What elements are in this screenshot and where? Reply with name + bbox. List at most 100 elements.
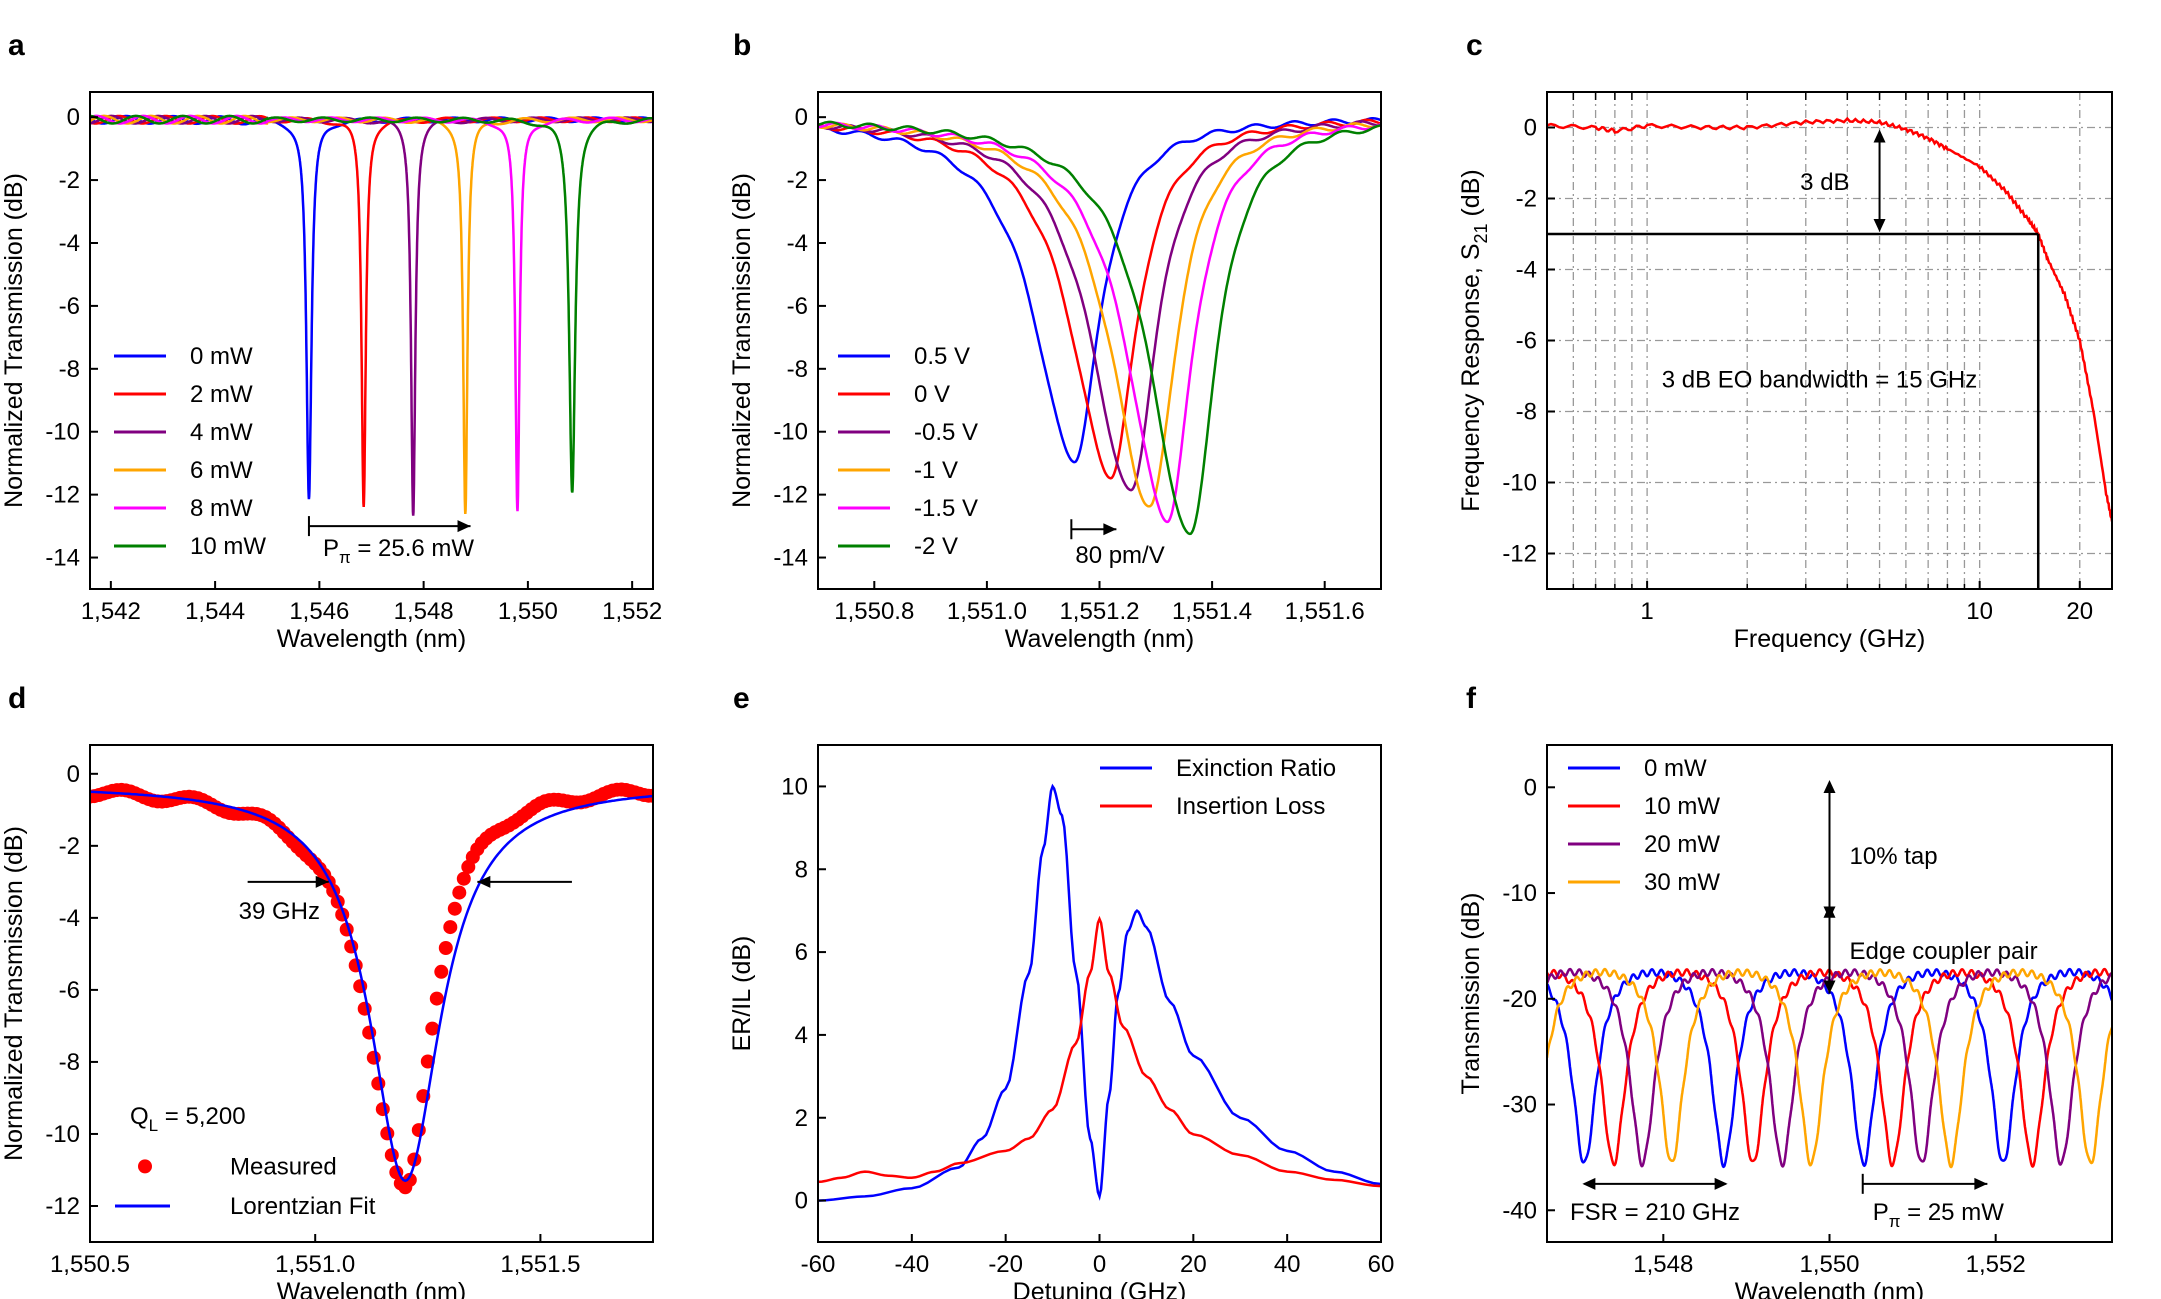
legend-label: 6 mW — [190, 457, 253, 484]
series-group — [1547, 967, 2112, 1169]
x-axis-label: Wavelength (nm) — [1005, 625, 1194, 653]
y-tick-label: -8 — [59, 1049, 80, 1076]
series-line--1.5-V — [818, 121, 1381, 524]
arrowhead — [1873, 219, 1886, 232]
y-tick-label: -2 — [59, 167, 80, 194]
text-part: = 5,200 — [158, 1103, 245, 1130]
arrowhead — [1974, 1177, 1988, 1190]
legend-label: -1 V — [914, 457, 958, 484]
text-part: 21 — [1471, 223, 1491, 243]
panel-c: 3 dB 3 dB EO bandwidth = 15 GHz 1 10 20 0 -2 -4… — [1457, 29, 2113, 653]
series-line-10-mW — [1547, 967, 2112, 1168]
measured-point — [420, 1054, 435, 1069]
x-tick-label: -20 — [988, 1251, 1023, 1278]
annotation-bandwidth: 3 dB EO bandwidth = 15 GHz — [1662, 367, 1978, 394]
y-tick-label: -12 — [773, 482, 808, 509]
x-tick-label: 1,548 — [1633, 1251, 1693, 1278]
measured-point — [380, 1126, 395, 1141]
x-tick-label: 0 — [1093, 1251, 1106, 1278]
measured-point — [438, 941, 453, 955]
y-tick-label: 10 — [781, 773, 808, 800]
y-tick-label: -4 — [787, 230, 808, 257]
y-tick-label: -2 — [787, 167, 808, 194]
y-tick-label: -20 — [1502, 986, 1537, 1013]
y-tick-label: -40 — [1502, 1197, 1537, 1224]
x-tick-label: 60 — [1368, 1251, 1395, 1278]
y-axis-label: Normalized Transmission (dB) — [728, 173, 756, 508]
plot-frame — [89, 744, 654, 1243]
legend-label: 30 mW — [1644, 869, 1720, 896]
series-line-0-V — [818, 118, 1381, 480]
y-tick-label: 8 — [795, 856, 808, 883]
y-tick-label: -14 — [773, 545, 808, 572]
legend-label: 8 mW — [190, 495, 253, 522]
y-axis-label: Frequency Response, S21 (dB) — [1457, 169, 1491, 511]
y-tick-label: 0 — [1524, 115, 1537, 142]
x-tick-label: 40 — [1274, 1251, 1301, 1278]
legend-label: Measured — [230, 1153, 337, 1180]
y-tick-label: -6 — [59, 977, 80, 1004]
text-part: = 25.6 mW — [351, 535, 475, 562]
text-part: (dB) — [1457, 169, 1485, 223]
series-group — [818, 783, 1381, 1202]
series-group — [818, 117, 1381, 536]
legend-label: 10 mW — [1644, 793, 1720, 820]
annotation-q: QL = 5,200 — [130, 1103, 246, 1135]
x-axis-label: Frequency (GHz) — [1734, 625, 1926, 653]
text-part: ER/IL (dB) — [728, 936, 756, 1052]
y-tick-label: -6 — [59, 293, 80, 320]
text-part: Q — [130, 1103, 149, 1130]
legend-label: Insertion Loss — [1176, 793, 1325, 820]
x-axis-label: Detuning (GHz) — [1013, 1278, 1187, 1299]
measured-point — [366, 1050, 381, 1065]
y-tick-label: 0 — [67, 761, 80, 788]
series-line-fit — [90, 790, 653, 1183]
measured-point — [425, 1021, 440, 1036]
annotation-coupler: Edge coupler pair — [1850, 938, 2038, 965]
arrowhead — [1823, 980, 1836, 994]
panel-label: f — [1466, 682, 1477, 715]
measured-point — [443, 920, 458, 935]
y-tick-label: 6 — [795, 939, 808, 966]
y-tick-label: -12 — [45, 482, 80, 509]
y-axis-label: Normalized Transmission (dB) — [0, 826, 28, 1161]
y-tick-label: -4 — [59, 230, 80, 257]
y-tick-label: -6 — [1516, 328, 1537, 355]
x-tick-label: 1,551.5 — [500, 1251, 580, 1278]
text-part: Normalized Transmission (dB) — [0, 826, 28, 1161]
legend-label: 0 V — [914, 381, 950, 408]
x-tick-label: 1,552 — [1966, 1251, 2026, 1278]
legend-label: Lorentzian Fit — [230, 1193, 376, 1220]
legend-label: -1.5 V — [914, 495, 978, 522]
series-line--0.5-V — [818, 120, 1381, 492]
arrowhead — [1873, 129, 1886, 143]
measured-point — [371, 1076, 386, 1091]
y-tick-label: -12 — [45, 1193, 80, 1220]
x-tick-label: 1,544 — [185, 598, 245, 625]
plot-frame — [89, 91, 654, 590]
series-line-30-mW — [1547, 967, 2112, 1169]
legend-label: Exinction Ratio — [1176, 755, 1336, 782]
y-axis-label: Normalized Transmission (dB) — [0, 173, 28, 508]
x-tick-label: 1,542 — [81, 598, 141, 625]
annotation-fsr: FSR = 210 GHz — [1570, 1199, 1740, 1226]
measured-point — [434, 964, 449, 979]
arrowhead — [315, 875, 329, 888]
y-tick-label: 2 — [795, 1105, 808, 1132]
x-tick-label: 10 — [1966, 598, 1993, 625]
y-tick-label: -2 — [1516, 186, 1537, 213]
series-line-10-mW — [90, 114, 653, 493]
panel-label: a — [8, 29, 25, 62]
series-line--1-V — [818, 122, 1381, 508]
series-line-Insertion-Loss — [818, 915, 1381, 1188]
arrowhead — [1582, 1177, 1596, 1190]
y-tick-label: -10 — [1502, 880, 1537, 907]
text-part: = 25 mW — [1900, 1199, 2004, 1226]
x-tick-label: 1,550.5 — [50, 1251, 130, 1278]
measured-point — [456, 871, 471, 886]
series-line-Exinction-Ratio — [818, 783, 1381, 1202]
measured-point — [447, 901, 462, 916]
x-tick-label: -40 — [894, 1251, 929, 1278]
text-part: L — [149, 1116, 158, 1135]
x-tick-label: 1,551.4 — [1172, 598, 1252, 625]
